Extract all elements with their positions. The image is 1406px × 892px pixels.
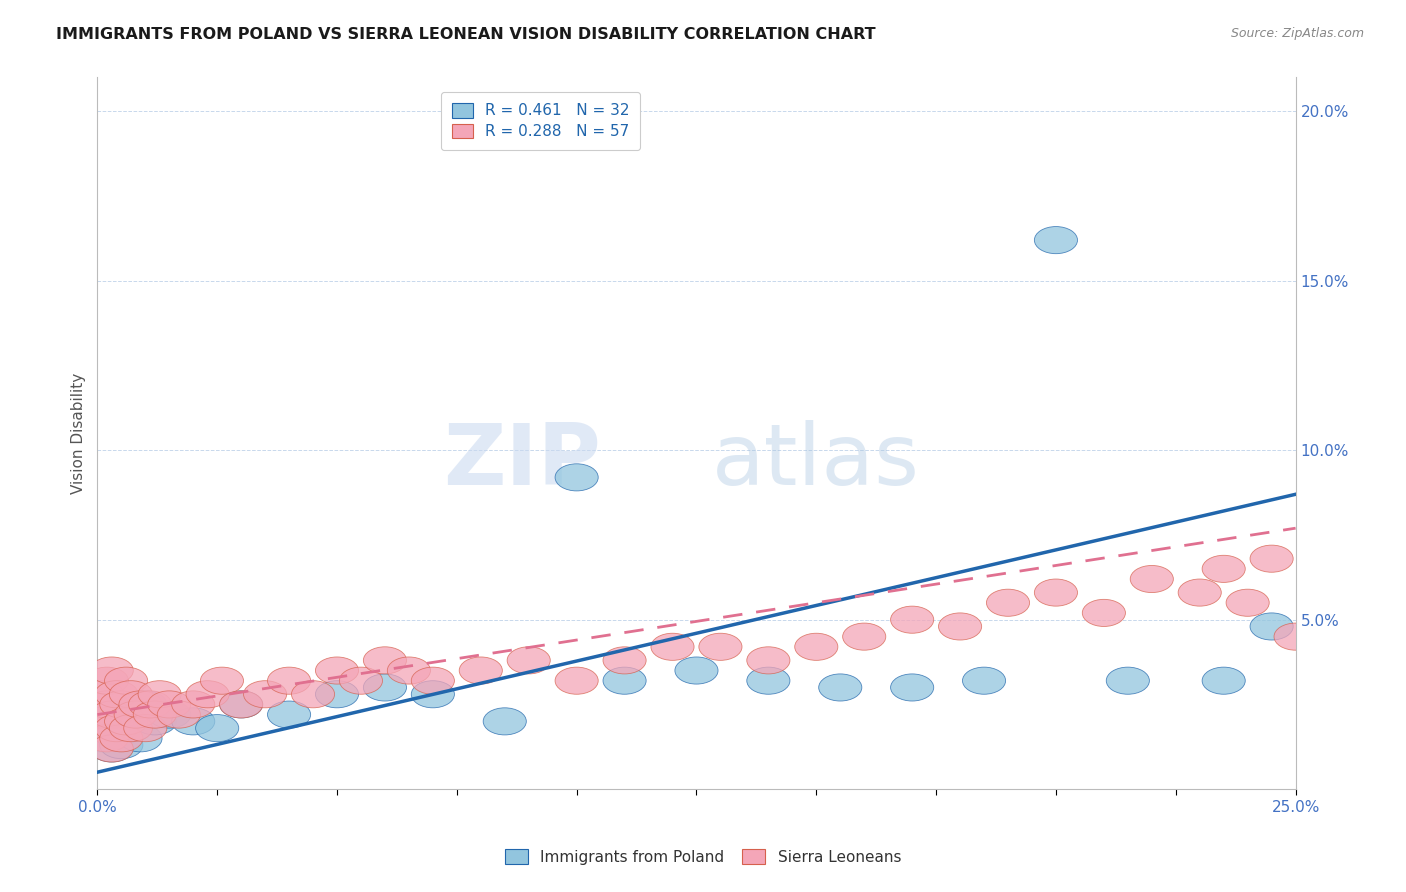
Text: ZIP: ZIP — [443, 420, 600, 503]
Text: Source: ZipAtlas.com: Source: ZipAtlas.com — [1230, 27, 1364, 40]
Legend: R = 0.461   N = 32, R = 0.288   N = 57: R = 0.461 N = 32, R = 0.288 N = 57 — [441, 92, 641, 150]
Text: atlas: atlas — [713, 420, 921, 503]
Text: IMMIGRANTS FROM POLAND VS SIERRA LEONEAN VISION DISABILITY CORRELATION CHART: IMMIGRANTS FROM POLAND VS SIERRA LEONEAN… — [56, 27, 876, 42]
Y-axis label: Vision Disability: Vision Disability — [72, 373, 86, 494]
Legend: Immigrants from Poland, Sierra Leoneans: Immigrants from Poland, Sierra Leoneans — [499, 843, 907, 871]
